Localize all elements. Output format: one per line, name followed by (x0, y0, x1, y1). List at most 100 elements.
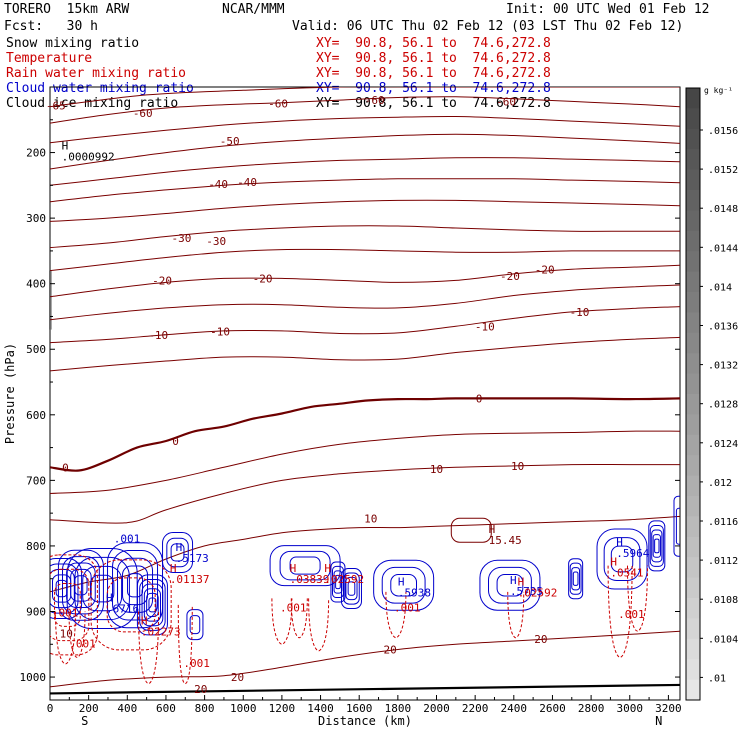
cloud-water-contour (381, 566, 426, 604)
field-name-temperature: Temperature (6, 51, 93, 66)
cloud-water-contour (269, 545, 341, 587)
field-name-cloud-water: Cloud water mixing ratio (6, 81, 194, 96)
colorbar-tick-label: .0136 (708, 322, 738, 333)
max-value-label: .5964 (616, 547, 649, 560)
cloud-water-contour (189, 615, 201, 635)
cloud-water-contour (82, 565, 123, 612)
rain-contour (177, 604, 193, 685)
x-tick-label: 2200 (462, 702, 489, 715)
colorbar-tick-label: .0128 (708, 400, 738, 411)
contour-label: .001 (114, 533, 141, 546)
colorbar-band (686, 638, 700, 660)
cloud-water-contour (162, 531, 194, 573)
max-marker: H (398, 575, 405, 588)
cloud-water-contour (90, 574, 115, 603)
max-value-label: .03839 (290, 573, 330, 586)
temperature-label: -60 (133, 107, 153, 120)
surface-line (49, 683, 681, 695)
max-marker: H (518, 575, 525, 588)
field-xy-temperature: XY= 90.8, 56.1 to 74.6,272.8 (316, 51, 551, 66)
rain-contour (50, 554, 98, 656)
cloud-water-contour (596, 528, 648, 590)
colorbar-band (686, 251, 700, 273)
temperature-label: -40 (208, 178, 228, 191)
cloud-water-contour (488, 566, 532, 604)
colorbar-band (686, 332, 700, 354)
cloud-water-contour (652, 534, 661, 558)
temperature-contour-20 (50, 630, 680, 688)
contour-label: .001 (183, 657, 210, 670)
cloud-water-contour (148, 597, 157, 613)
colorbar-tick-label: .01 (708, 673, 726, 684)
valid-time: Valid: 06 UTC Thu 02 Feb 12 (03 LST Thu … (292, 19, 684, 34)
cloud-water-contour (610, 545, 634, 573)
colorbar-tick-label: .0116 (708, 517, 738, 528)
temperature-label: 0 (476, 392, 483, 405)
x-tick-label: 1400 (307, 702, 334, 715)
max-marker: H (616, 536, 623, 549)
temperature-label: 0 (62, 461, 69, 474)
field-xy-cloud-ice: XY= 90.8, 56.1 to 74.6,272.8 (316, 96, 551, 111)
colorbar-tick-label: .014 (708, 282, 732, 293)
cloud-water-contour (166, 537, 189, 568)
rain-contour (626, 565, 648, 632)
cloud-water-contour (649, 524, 664, 567)
x-tick-label: 800 (195, 702, 215, 715)
colorbar-tick-label: .0148 (708, 204, 738, 215)
cloud-water-contour (186, 609, 204, 641)
model-title: TORERO 15km ARW (4, 2, 130, 17)
max-value-label: .6716 (106, 603, 139, 616)
temperature-contour--45 (50, 157, 680, 186)
temperature-label: -60 (496, 95, 516, 108)
temperature-label: 10 (430, 463, 443, 476)
colorbar-band (686, 149, 700, 171)
x-tick-label: 1800 (385, 702, 412, 715)
max-value-label: .0000992 (62, 150, 115, 163)
colorbar-band (686, 292, 700, 313)
cloud-water-contour (603, 537, 641, 581)
temperature-label: -60 (268, 97, 288, 110)
cloud-water-contour (648, 520, 666, 572)
colorbar-band (686, 434, 700, 456)
temperature-contour--65 (50, 87, 680, 108)
x-tick-label: 600 (156, 702, 176, 715)
temperature-contour-0 (50, 397, 680, 472)
max-value-label: .01137 (170, 573, 210, 586)
temperature-label: -40 (237, 176, 257, 189)
colorbar-band (686, 414, 700, 436)
init-time: Init: 00 UTC Wed 01 Feb 12 (506, 2, 710, 17)
max-value-label: .02592 (324, 573, 364, 586)
max-marker: H (510, 574, 517, 587)
max-value-label: .5173 (176, 552, 209, 565)
rain-contour (271, 598, 293, 645)
contour-label: .001 (394, 601, 421, 614)
cloud-water-contour (335, 574, 341, 590)
max-value-label: 15.45 (489, 534, 522, 547)
max-marker: H (141, 615, 148, 628)
colorbar-band (686, 312, 700, 334)
temperature-contour-10 (50, 464, 680, 524)
cloud-water-contour (50, 563, 79, 614)
colorbar-band (686, 659, 700, 681)
temperature-label: 20 (231, 671, 244, 684)
y-tick-label: 800 (26, 540, 46, 553)
cloud-water-contour (340, 568, 362, 610)
cloud-water-contour (141, 583, 164, 627)
hydrometeor-contours (50, 495, 680, 685)
colorbar-tick-label: .012 (708, 478, 732, 489)
cloud-water-contour (330, 561, 346, 603)
cloud-water-contour (127, 573, 144, 598)
rain-contour (54, 611, 76, 665)
y-tick-label: 300 (26, 212, 46, 225)
max-value-label: .02273 (141, 626, 181, 639)
colorbar-band (686, 536, 700, 558)
cloud-water-contour (496, 574, 524, 597)
colorbar-band (686, 271, 700, 293)
colorbar-band (686, 210, 700, 232)
temperature-contour--40 (50, 178, 680, 203)
cloud-water-contour (122, 565, 149, 606)
cloud-water-contour (289, 556, 321, 575)
rain-contour (385, 591, 407, 639)
